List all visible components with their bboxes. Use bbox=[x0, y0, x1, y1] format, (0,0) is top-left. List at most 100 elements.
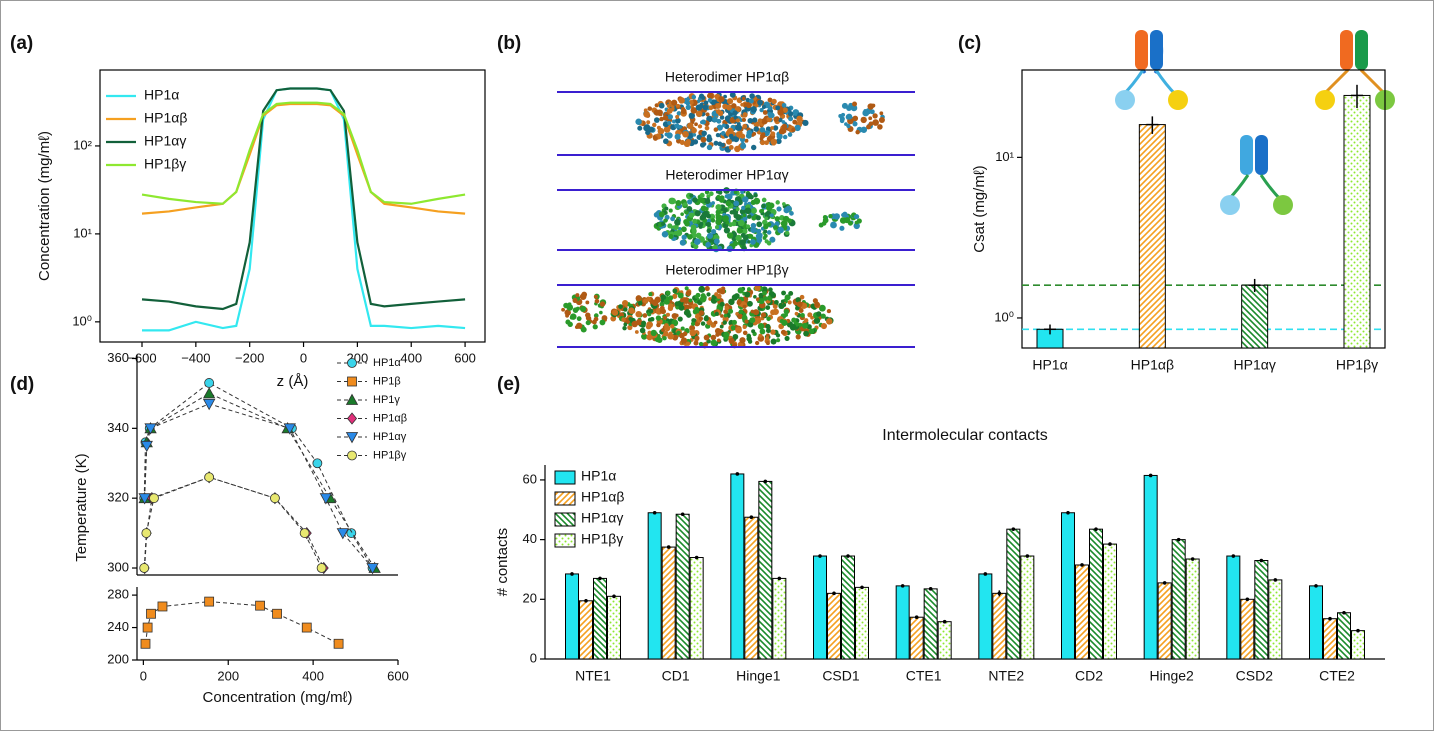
molecule-bead bbox=[663, 330, 669, 337]
molecule-bead bbox=[782, 134, 788, 140]
molecule-bead bbox=[694, 210, 701, 217]
bar bbox=[675, 513, 690, 660]
molecule-bead bbox=[755, 233, 763, 240]
molecule-bead bbox=[759, 139, 766, 146]
molecule-bead bbox=[693, 243, 699, 250]
molecule-bead bbox=[773, 225, 778, 230]
y-axis-label: Temperature (K) bbox=[73, 453, 90, 561]
molecule-bead bbox=[680, 212, 684, 216]
x-tick-label: 400 bbox=[302, 668, 324, 683]
bar bbox=[1241, 284, 1269, 349]
molecule-bead bbox=[709, 191, 714, 197]
x-tick-label: NTE2 bbox=[988, 668, 1024, 684]
marker bbox=[149, 493, 159, 504]
legend-swatch bbox=[554, 470, 576, 485]
molecule-bead bbox=[671, 313, 678, 319]
molecule-bead bbox=[753, 309, 760, 316]
marker bbox=[204, 378, 215, 388]
error-bar-center bbox=[900, 584, 905, 588]
dimer-icon bbox=[1315, 30, 1395, 110]
molecule-bead bbox=[707, 98, 713, 103]
molecule-bead bbox=[569, 315, 574, 320]
molecule-bead bbox=[780, 329, 786, 335]
bar bbox=[1171, 539, 1186, 660]
molecule-bead bbox=[733, 136, 740, 143]
molecule-bead bbox=[816, 311, 822, 317]
molecule-bead bbox=[748, 98, 754, 104]
bar bbox=[579, 600, 593, 660]
molecule-bead bbox=[635, 118, 642, 125]
molecule-bead bbox=[735, 124, 742, 131]
x-axis-label: Concentration (mg/mℓ) bbox=[203, 689, 353, 706]
molecule-bead bbox=[668, 233, 674, 240]
legend-marker bbox=[345, 393, 359, 405]
molecule-bead bbox=[770, 338, 777, 345]
bar bbox=[937, 621, 952, 660]
molecule-bead bbox=[741, 315, 748, 322]
molecule-bead bbox=[703, 100, 709, 105]
molecule-bead bbox=[689, 325, 696, 332]
molecule-bead bbox=[664, 206, 669, 211]
molecule-bead bbox=[735, 326, 742, 334]
molecule-bead bbox=[818, 304, 826, 312]
molecule-bead bbox=[750, 222, 757, 229]
molecule-bead bbox=[667, 121, 672, 126]
molecule-bead bbox=[822, 215, 828, 220]
marker bbox=[202, 398, 216, 411]
molecule-bead bbox=[561, 307, 565, 312]
molecule-bead bbox=[831, 221, 835, 226]
error-bar-center bbox=[1080, 563, 1084, 567]
snapshot-title: Heterodimer HP1αγ bbox=[665, 167, 788, 183]
molecule-bead bbox=[746, 130, 753, 136]
molecule-bead bbox=[741, 205, 746, 211]
bar bbox=[827, 592, 841, 660]
molecule-bead bbox=[706, 228, 712, 234]
marker bbox=[283, 423, 296, 435]
molecule-bead bbox=[731, 294, 739, 301]
bar bbox=[730, 473, 745, 660]
molecule-bead bbox=[679, 298, 685, 303]
molecule-bead bbox=[741, 228, 748, 235]
marker bbox=[299, 528, 310, 538]
legend-swatch bbox=[554, 512, 576, 527]
molecule-bead bbox=[794, 311, 799, 316]
molecule-bead bbox=[684, 286, 689, 291]
error-bar-center bbox=[1066, 510, 1070, 515]
bar bbox=[593, 577, 607, 660]
molecule-bead bbox=[735, 214, 742, 221]
marker bbox=[316, 563, 327, 573]
molecule-bead bbox=[765, 328, 771, 334]
error-bar-center bbox=[1356, 628, 1360, 633]
molecule-bead bbox=[747, 214, 752, 219]
molecule-bead bbox=[694, 335, 700, 341]
molecule-bead bbox=[662, 335, 667, 341]
x-tick-label: CTE2 bbox=[1319, 668, 1355, 684]
molecule-bead bbox=[782, 107, 788, 113]
molecule-bead bbox=[668, 295, 674, 301]
molecule-bead bbox=[666, 132, 673, 139]
molecule-bead bbox=[664, 325, 671, 332]
x-tick-label: 600 bbox=[454, 350, 476, 365]
molecule-bead bbox=[749, 93, 755, 99]
molecule-bead bbox=[676, 111, 682, 116]
molecule-bead bbox=[565, 313, 569, 318]
molecule-bead bbox=[674, 301, 680, 307]
molecule-bead bbox=[742, 213, 747, 218]
molecule-bead bbox=[750, 226, 757, 234]
marker bbox=[366, 563, 379, 575]
molecule-bead bbox=[650, 329, 657, 337]
molecule-bead bbox=[672, 119, 677, 124]
y-tick-label: 10⁰ bbox=[72, 313, 92, 328]
molecule-bead bbox=[742, 239, 747, 243]
molecule-bead bbox=[678, 292, 683, 298]
molecule-bead bbox=[774, 221, 780, 227]
line-series bbox=[144, 403, 373, 569]
molecule-bead bbox=[749, 194, 754, 200]
molecule-bead bbox=[714, 311, 719, 317]
x-tick-label: 0 bbox=[300, 350, 307, 365]
molecule-bead bbox=[682, 202, 687, 207]
molecule-bead bbox=[775, 200, 780, 205]
bar bbox=[1089, 528, 1103, 660]
error-bar-center bbox=[749, 515, 754, 520]
legend-label: HP1βγ bbox=[373, 449, 407, 461]
